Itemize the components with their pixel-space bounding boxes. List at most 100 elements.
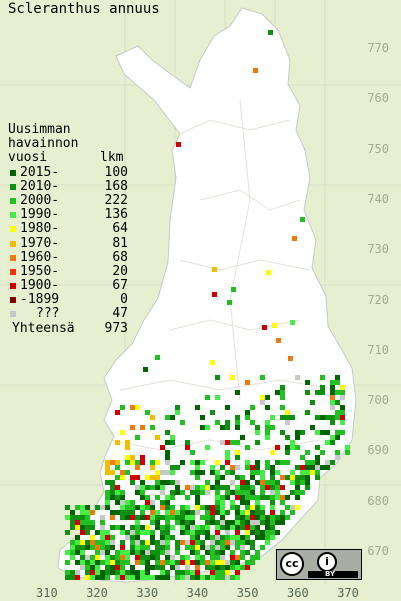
observation-square bbox=[230, 470, 235, 475]
observation-square bbox=[140, 575, 145, 580]
observation-square bbox=[80, 525, 85, 530]
observation-square bbox=[140, 560, 145, 565]
observation-square bbox=[185, 545, 190, 550]
observation-square bbox=[110, 510, 115, 515]
legend-row: 2010- 168 bbox=[8, 179, 128, 194]
observation-square bbox=[150, 550, 155, 555]
observation-square bbox=[270, 535, 275, 540]
observation-square bbox=[280, 475, 285, 480]
observation-square bbox=[115, 550, 120, 555]
observation-square bbox=[90, 540, 95, 545]
observation-square bbox=[115, 440, 120, 445]
observation-square bbox=[275, 460, 280, 465]
observation-square bbox=[115, 485, 120, 490]
observation-square bbox=[205, 485, 210, 490]
x-tick-label: 350 bbox=[236, 586, 259, 600]
y-tick-label: 760 bbox=[367, 91, 389, 106]
observation-square bbox=[85, 565, 90, 570]
observation-square bbox=[285, 475, 290, 480]
observation-square bbox=[170, 435, 175, 440]
observation-square bbox=[95, 505, 100, 510]
observation-square bbox=[190, 550, 195, 555]
observation-square bbox=[105, 480, 110, 485]
observation-square bbox=[205, 535, 210, 540]
observation-square bbox=[215, 575, 220, 580]
observation-square bbox=[240, 565, 245, 570]
observation-square bbox=[265, 405, 270, 410]
observation-square bbox=[220, 440, 225, 445]
observation-square bbox=[115, 475, 120, 480]
observation-square bbox=[220, 555, 225, 560]
observation-square bbox=[255, 430, 260, 435]
observation-square bbox=[130, 425, 135, 430]
observation-square bbox=[140, 570, 145, 575]
observation-square bbox=[245, 510, 250, 515]
observation-square bbox=[135, 490, 140, 495]
observation-square bbox=[105, 530, 110, 535]
observation-square bbox=[140, 530, 145, 535]
observation-square bbox=[105, 570, 110, 575]
observation-square bbox=[175, 540, 180, 545]
observation-square bbox=[240, 535, 245, 540]
observation-square bbox=[170, 555, 175, 560]
observation-square bbox=[245, 490, 250, 495]
legend-total-label: Yhteensä bbox=[12, 320, 75, 336]
observation-square bbox=[200, 460, 205, 465]
observation-square bbox=[75, 520, 80, 525]
observation-square bbox=[285, 460, 290, 465]
observation-square bbox=[230, 500, 235, 505]
observation-square bbox=[120, 495, 125, 500]
observation-square bbox=[245, 520, 250, 525]
observation-square bbox=[95, 565, 100, 570]
observation-square bbox=[200, 425, 205, 430]
observation-square bbox=[95, 550, 100, 555]
observation-square bbox=[225, 510, 230, 515]
observation-square bbox=[265, 495, 270, 500]
observation-square bbox=[165, 495, 170, 500]
observation-square bbox=[185, 560, 190, 565]
observation-square bbox=[125, 555, 130, 560]
observation-square bbox=[155, 435, 160, 440]
observation-square bbox=[245, 410, 250, 415]
observation-square bbox=[245, 465, 250, 470]
observation-square bbox=[145, 410, 150, 415]
observation-square bbox=[190, 570, 195, 575]
observation-square bbox=[110, 560, 115, 565]
observation-square bbox=[345, 445, 350, 450]
observation-square bbox=[320, 465, 325, 470]
by-label: BY bbox=[325, 570, 336, 578]
observation-square bbox=[130, 570, 135, 575]
observation-square bbox=[225, 420, 230, 425]
observation-square bbox=[65, 550, 70, 555]
observation-square bbox=[235, 390, 240, 395]
y-tick-label: 680 bbox=[367, 493, 389, 508]
observation-square bbox=[210, 410, 215, 415]
observation-square bbox=[65, 570, 70, 575]
observation-square bbox=[165, 550, 170, 555]
observation-square bbox=[292, 236, 297, 241]
observation-square bbox=[245, 500, 250, 505]
observation-square bbox=[235, 420, 240, 425]
observation-square bbox=[325, 430, 330, 435]
observation-square bbox=[250, 560, 255, 565]
observation-square bbox=[195, 530, 200, 535]
observation-square bbox=[170, 525, 175, 530]
observation-square bbox=[135, 405, 140, 410]
observation-square bbox=[175, 465, 180, 470]
observation-square bbox=[145, 560, 150, 565]
observation-square bbox=[120, 540, 125, 545]
observation-square bbox=[260, 400, 265, 405]
observation-square bbox=[245, 380, 250, 385]
observation-square bbox=[205, 545, 210, 550]
observation-square bbox=[70, 540, 75, 545]
observation-square bbox=[225, 565, 230, 570]
observation-square bbox=[255, 515, 260, 520]
observation-square bbox=[155, 555, 160, 560]
observation-square bbox=[265, 485, 270, 490]
observation-square bbox=[185, 515, 190, 520]
observation-square bbox=[110, 480, 115, 485]
observation-square bbox=[231, 287, 236, 292]
observation-square bbox=[315, 390, 320, 395]
observation-square bbox=[125, 445, 130, 450]
observation-square bbox=[255, 555, 260, 560]
